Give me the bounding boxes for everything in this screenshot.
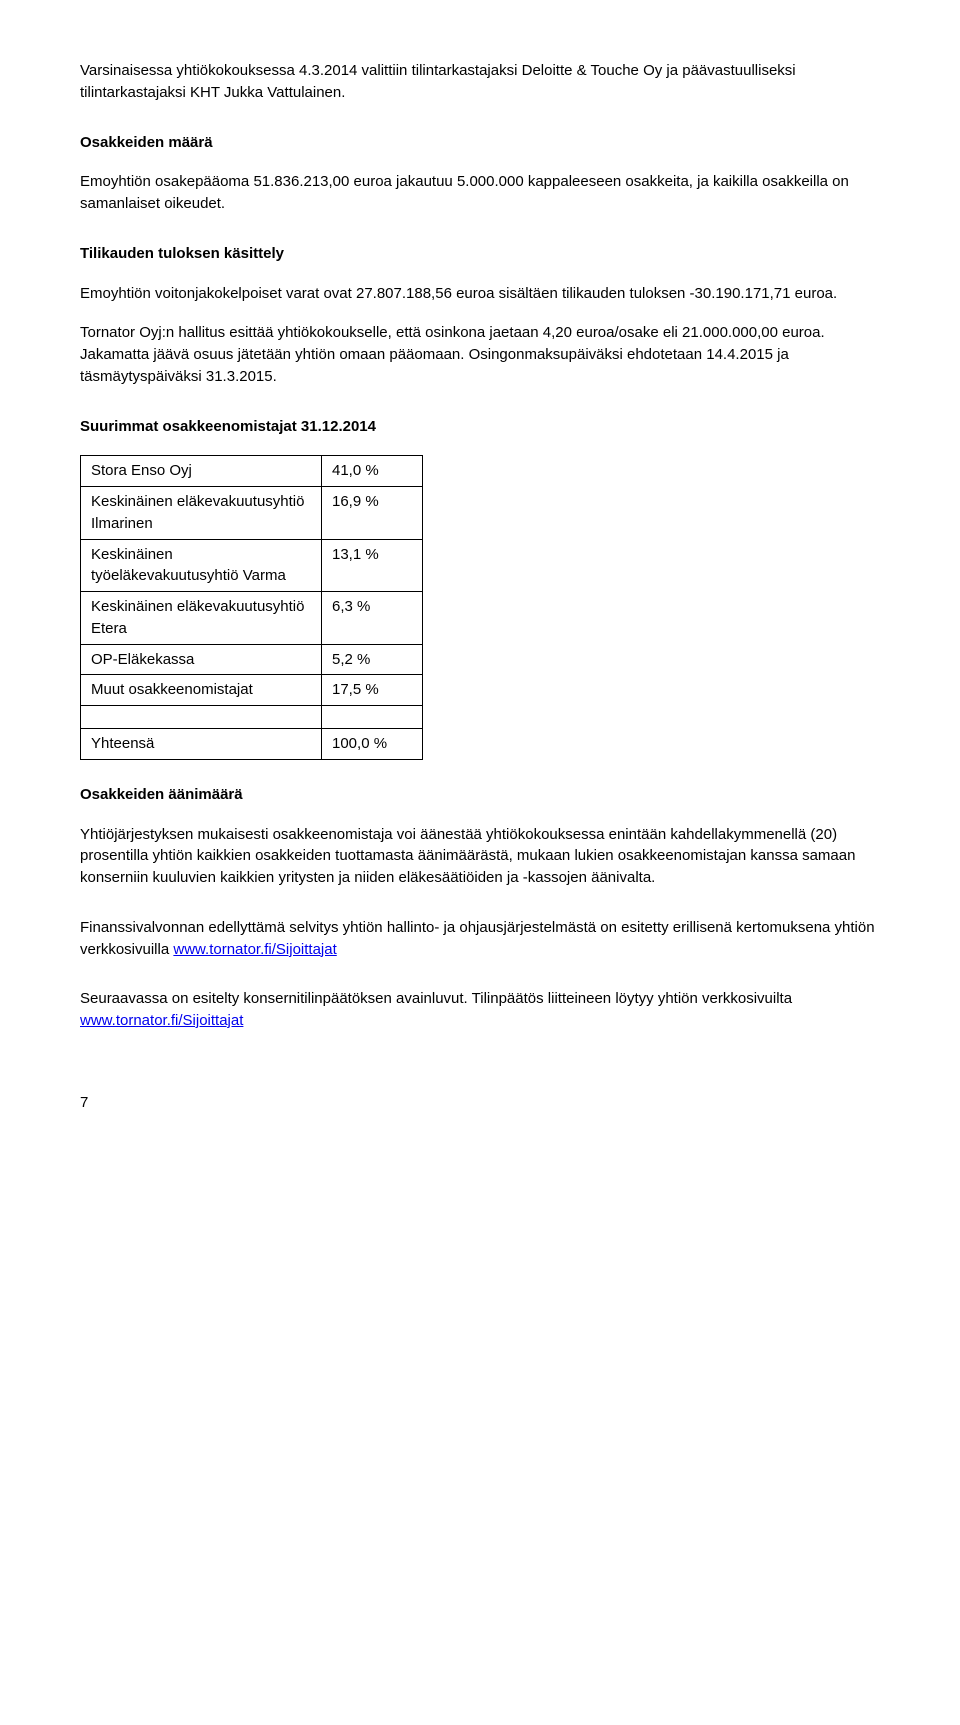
table-cell-empty [81, 706, 322, 729]
table-row: Keskinäinen työeläkevakuutusyhtiö Varma … [81, 539, 423, 592]
table-row: Keskinäinen eläkevakuutusyhtiö Etera 6,3… [81, 592, 423, 645]
heading-votes: Osakkeiden äänimäärä [80, 784, 880, 806]
table-spacer-row [81, 706, 423, 729]
table-cell-label: Keskinäinen eläkevakuutusyhtiö Ilmarinen [81, 487, 322, 540]
shares-paragraph: Emoyhtiön osakepääoma 51.836.213,00 euro… [80, 171, 880, 215]
table-cell-value: 41,0 % [322, 456, 423, 487]
table-cell-label: OP-Eläkekassa [81, 644, 322, 675]
figures-text: Seuraavassa on esitelty konsernitilinpää… [80, 990, 792, 1007]
votes-paragraph: Yhtiöjärjestyksen mukaisesti osakkeenomi… [80, 824, 880, 889]
table-row: Muut osakkeenomistajat 17,5 % [81, 675, 423, 706]
table-cell-empty [322, 706, 423, 729]
table-cell-label: Keskinäinen työeläkevakuutusyhtiö Varma [81, 539, 322, 592]
heading-shareholders: Suurimmat osakkeenomistajat 31.12.2014 [80, 416, 880, 438]
page-number: 7 [80, 1092, 880, 1114]
table-cell-label: Yhteensä [81, 729, 322, 760]
result-paragraph-1: Emoyhtiön voitonjakokelpoiset varat ovat… [80, 283, 880, 305]
table-row: Keskinäinen eläkevakuutusyhtiö Ilmarinen… [81, 487, 423, 540]
table-cell-value: 16,9 % [322, 487, 423, 540]
governance-paragraph: Finanssivalvonnan edellyttämä selvitys y… [80, 917, 880, 961]
table-cell-label: Keskinäinen eläkevakuutusyhtiö Etera [81, 592, 322, 645]
table-cell-value: 17,5 % [322, 675, 423, 706]
figures-paragraph: Seuraavassa on esitelty konsernitilinpää… [80, 988, 880, 1032]
table-cell-label: Stora Enso Oyj [81, 456, 322, 487]
table-cell-value: 5,2 % [322, 644, 423, 675]
table-cell-value: 13,1 % [322, 539, 423, 592]
table-cell-label: Muut osakkeenomistajat [81, 675, 322, 706]
table-cell-value: 6,3 % [322, 592, 423, 645]
result-paragraph-2: Tornator Oyj:n hallitus esittää yhtiökok… [80, 322, 880, 387]
figures-link[interactable]: www.tornator.fi/Sijoittajat [80, 1012, 243, 1029]
governance-link[interactable]: www.tornator.fi/Sijoittajat [173, 941, 336, 958]
table-row: OP-Eläkekassa 5,2 % [81, 644, 423, 675]
intro-paragraph: Varsinaisessa yhtiökokouksessa 4.3.2014 … [80, 60, 880, 104]
table-cell-value: 100,0 % [322, 729, 423, 760]
table-row: Stora Enso Oyj 41,0 % [81, 456, 423, 487]
heading-shares: Osakkeiden määrä [80, 132, 880, 154]
heading-result: Tilikauden tuloksen käsittely [80, 243, 880, 265]
shareholders-table: Stora Enso Oyj 41,0 % Keskinäinen eläkev… [80, 455, 423, 760]
table-row-total: Yhteensä 100,0 % [81, 729, 423, 760]
